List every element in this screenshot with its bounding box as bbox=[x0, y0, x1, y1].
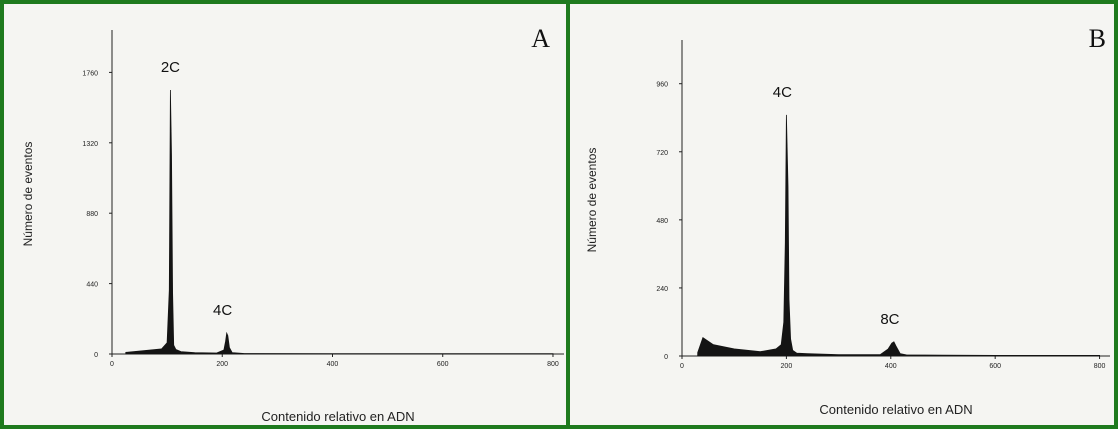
y-tick-label: 960 bbox=[656, 82, 668, 89]
x-tick-label: 400 bbox=[885, 363, 897, 370]
y-axis-label: Número de eventos bbox=[21, 142, 35, 247]
x-tick-label: 800 bbox=[547, 361, 559, 368]
peak-label: 4C bbox=[213, 302, 232, 319]
x-tick-label: 200 bbox=[781, 363, 793, 370]
y-tick-label: 440 bbox=[86, 282, 98, 289]
y-tick-label: 240 bbox=[656, 286, 668, 293]
y-axis-label: Número de eventos bbox=[585, 148, 599, 253]
y-tick-label: 480 bbox=[656, 218, 668, 225]
y-tick-label: 1760 bbox=[82, 70, 98, 77]
peak-label: 4C bbox=[773, 84, 792, 101]
x-tick-label: 200 bbox=[216, 361, 228, 368]
x-tick-label: 600 bbox=[437, 361, 449, 368]
y-tick-label: 0 bbox=[94, 352, 98, 359]
chart-b: 0 200 400 600 800 0 240 480 720 960 4C 8C Número de … bbox=[585, 40, 1110, 417]
panel-letter-a: A bbox=[531, 24, 550, 53]
panel-b: 0 200 400 600 800 0 240 480 720 960 4C 8C Número de … bbox=[566, 0, 1118, 429]
histogram-area bbox=[697, 114, 1101, 357]
histogram-area bbox=[125, 89, 554, 355]
chart-a: 0 200 400 600 800 0 440 880 1320 1760 2C 4C Número d… bbox=[21, 30, 564, 424]
x-tick-label: 800 bbox=[1094, 363, 1106, 370]
x-tick-label: 0 bbox=[680, 363, 684, 370]
peak-label: 8C bbox=[880, 311, 899, 328]
x-tick-label: 400 bbox=[327, 361, 339, 368]
x-tick-label: 600 bbox=[989, 363, 1001, 370]
y-tick-label: 720 bbox=[656, 150, 668, 157]
y-tick-label: 1320 bbox=[82, 141, 98, 148]
peak-label: 2C bbox=[161, 59, 180, 76]
x-axis-label: Contenido relativo en ADN bbox=[261, 409, 414, 424]
panel-letter-b: B bbox=[1088, 24, 1106, 53]
x-tick-label: 0 bbox=[110, 361, 114, 368]
y-tick-label: 880 bbox=[86, 211, 98, 218]
x-axis-label: Contenido relativo en ADN bbox=[819, 402, 972, 417]
y-tick-label: 0 bbox=[664, 354, 668, 361]
panel-a: 0 200 400 600 800 0 440 880 1320 1760 2C 4C Número d… bbox=[0, 0, 570, 429]
